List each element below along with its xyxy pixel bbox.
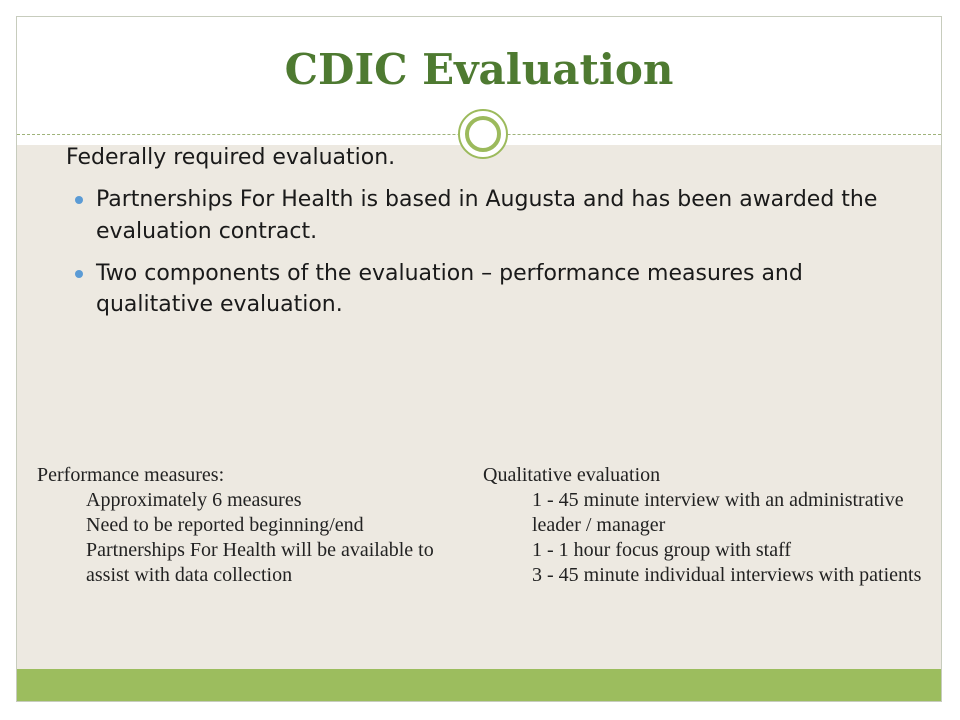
column-item: 1 - 1 hour focus group with staff: [532, 539, 792, 561]
lead-text: Federally required evaluation.: [66, 145, 396, 170]
column-item-list: 1 - 45 minute interview with an administ…: [483, 488, 923, 588]
bullet-list: Partnerships For Health is based in Augu…: [66, 184, 926, 322]
bullet-text: Partnerships For Health is based in Augu…: [96, 186, 878, 244]
inner-ring: [465, 116, 501, 152]
column-item: 1 - 45 minute interview with an administ…: [532, 489, 904, 536]
bullet-text: Two components of the evaluation – perfo…: [96, 260, 803, 318]
footer-bar: [17, 669, 941, 701]
slide-title: CDIC Evaluation: [284, 45, 674, 94]
bullet-dot-icon: [75, 195, 83, 204]
column-item-list: Approximately 6 measures Need to be repo…: [37, 488, 467, 588]
bullet-dot-icon: [75, 269, 83, 278]
column-heading: Qualitative evaluation: [483, 464, 661, 486]
column-item: Approximately 6 measures: [86, 489, 302, 511]
bullet-item: Partnerships For Health is based in Augu…: [66, 184, 926, 248]
slide-body: Federally required evaluation. Partnersh…: [66, 143, 926, 331]
column-item: 3 - 45 minute individual interviews with…: [532, 564, 922, 586]
bullet-item: Two components of the evaluation – perfo…: [66, 258, 926, 322]
performance-measures-column: Performance measures: Approximately 6 me…: [37, 463, 467, 588]
column-item: Need to be reported beginning/end: [86, 514, 364, 536]
column-item: Partnerships For Health will be availabl…: [86, 539, 434, 586]
column-heading: Performance measures:: [37, 464, 225, 486]
double-ring-icon: [458, 109, 508, 159]
qualitative-evaluation-column: Qualitative evaluation 1 - 45 minute int…: [483, 463, 923, 588]
slide: CDIC Evaluation Federally required evalu…: [16, 16, 942, 702]
